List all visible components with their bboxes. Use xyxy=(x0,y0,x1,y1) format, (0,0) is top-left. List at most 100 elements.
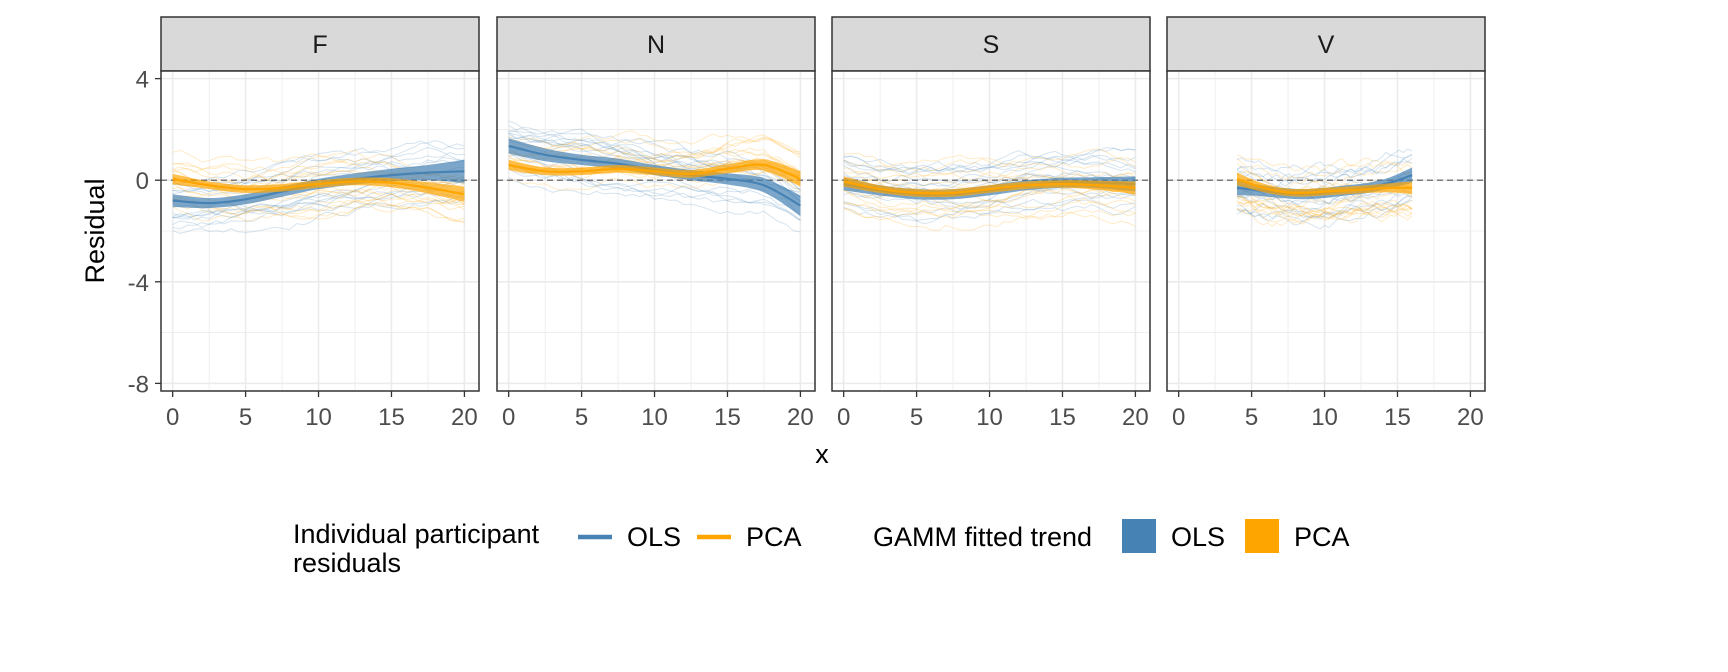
individual-line-PCA xyxy=(1236,204,1413,227)
x-tick-label: 0 xyxy=(502,404,515,431)
legend-key-trend-PCA xyxy=(1245,519,1279,553)
panel-S: S xyxy=(831,16,1151,392)
individual-line-OLS xyxy=(1236,148,1413,179)
individual-line-OLS xyxy=(172,146,465,196)
individual-line-OLS xyxy=(1236,200,1413,220)
individual-line-PCA xyxy=(172,202,465,223)
individual-line-OLS xyxy=(1236,157,1413,188)
panel-V: V xyxy=(1166,16,1486,392)
individual-line-PCA xyxy=(1236,195,1413,219)
individual-line-PCA xyxy=(843,154,1136,170)
strip-F xyxy=(160,16,480,72)
individual-line-PCA xyxy=(1236,200,1413,225)
panel-data xyxy=(1167,148,1485,230)
legend-residuals-title-line: residuals xyxy=(293,548,401,578)
individual-line-OLS xyxy=(172,139,465,182)
individual-line-PCA xyxy=(843,169,1136,180)
individual-line-PCA xyxy=(172,201,465,221)
individual-line-OLS xyxy=(843,187,1136,210)
x-tick-label: 10 xyxy=(976,404,1003,431)
strip-label-S: S xyxy=(983,31,1000,59)
x-tick-label: 5 xyxy=(910,404,923,431)
individual-line-OLS xyxy=(508,177,801,233)
x-tick-label: 5 xyxy=(1245,404,1258,431)
individual-line-OLS xyxy=(1236,157,1413,185)
panel-border xyxy=(1166,70,1486,392)
individual-line-PCA xyxy=(1236,195,1413,219)
panel-N: N xyxy=(496,16,816,392)
individual-line-PCA xyxy=(508,130,801,155)
individual-line-OLS xyxy=(508,164,801,221)
individual-line-OLS xyxy=(1236,196,1413,230)
individual-line-PCA xyxy=(843,195,1136,217)
individual-line-OLS xyxy=(1236,195,1413,226)
individual-line-PCA xyxy=(172,193,465,213)
individual-line-OLS xyxy=(1236,154,1413,183)
legend-label-residual-OLS: OLS xyxy=(627,522,681,552)
individual-line-PCA xyxy=(843,203,1136,219)
individual-line-PCA xyxy=(1236,154,1413,175)
trend-line-PCA xyxy=(843,180,1136,195)
legend-residuals-title-line: Individual participant xyxy=(293,519,540,549)
individual-line-PCA xyxy=(843,207,1136,227)
individual-line-PCA xyxy=(1236,163,1413,190)
individual-line-PCA xyxy=(843,185,1136,210)
individual-line-PCA xyxy=(1236,158,1413,180)
x-tick-label: 10 xyxy=(1311,404,1338,431)
individual-line-PCA xyxy=(1236,196,1413,217)
legend-label-trend-PCA: PCA xyxy=(1294,522,1350,552)
trend-line-PCA xyxy=(508,163,801,180)
panel-border xyxy=(831,70,1151,392)
individual-line-PCA xyxy=(843,148,1136,172)
y-tick-label: -8 xyxy=(128,371,149,398)
trend-ribbon-PCA xyxy=(508,159,801,187)
individual-line-OLS xyxy=(508,130,801,192)
individual-line-PCA xyxy=(843,197,1136,232)
x-tick-label: 20 xyxy=(787,404,814,431)
y-tick-label: -4 xyxy=(128,270,149,297)
individual-line-PCA xyxy=(1236,197,1413,213)
x-tick-label: 10 xyxy=(641,404,668,431)
x-tick-label: 20 xyxy=(1457,404,1484,431)
x-tick-label: 20 xyxy=(451,404,478,431)
individual-line-OLS xyxy=(1236,195,1413,219)
axes-layer: 0 5 10 15 20 0 5 10 15 20 0 5 10 15 20 0 5 10 15 20 4 0 -4 -8 x R… xyxy=(80,67,1484,469)
individual-line-OLS xyxy=(172,191,465,230)
x-tick-label: 5 xyxy=(239,404,252,431)
x-tick-label: 0 xyxy=(166,404,179,431)
legend-label-trend-OLS: OLS xyxy=(1171,522,1225,552)
y-tick-label: 4 xyxy=(136,67,149,94)
individual-line-OLS xyxy=(1236,151,1413,177)
x-tick-label: 10 xyxy=(305,404,332,431)
individual-line-PCA xyxy=(508,145,801,172)
individual-line-PCA xyxy=(508,134,801,163)
trend-ribbon-PCA xyxy=(172,173,465,202)
x-tick-label: 0 xyxy=(837,404,850,431)
x-tick-label: 15 xyxy=(1384,404,1411,431)
trend-ribbon-OLS xyxy=(508,138,801,216)
individual-line-OLS xyxy=(172,198,465,234)
individual-line-OLS xyxy=(508,168,801,221)
individual-residual-lines xyxy=(843,147,1136,232)
individual-line-OLS xyxy=(843,198,1136,225)
individual-line-OLS xyxy=(172,140,465,187)
individual-line-OLS xyxy=(172,196,465,228)
individual-line-OLS xyxy=(172,182,465,221)
panel-F: F xyxy=(160,16,480,392)
individual-line-PCA xyxy=(1236,188,1413,213)
panel-data xyxy=(497,120,815,233)
legend-label-residual-PCA: PCA xyxy=(746,522,802,552)
individual-line-OLS xyxy=(1236,191,1413,216)
individual-line-OLS xyxy=(508,136,801,198)
y-tick-label: 0 xyxy=(136,168,149,195)
trend-line-PCA xyxy=(1236,177,1413,195)
legend-key-trend-OLS xyxy=(1122,519,1156,553)
individual-line-PCA xyxy=(1236,200,1413,221)
individual-line-PCA xyxy=(1236,201,1413,224)
y-axis-title: Residual xyxy=(80,178,110,283)
individual-line-PCA xyxy=(508,136,801,156)
individual-line-OLS xyxy=(843,155,1136,172)
panel-data xyxy=(832,147,1150,232)
individual-line-PCA xyxy=(172,195,465,224)
